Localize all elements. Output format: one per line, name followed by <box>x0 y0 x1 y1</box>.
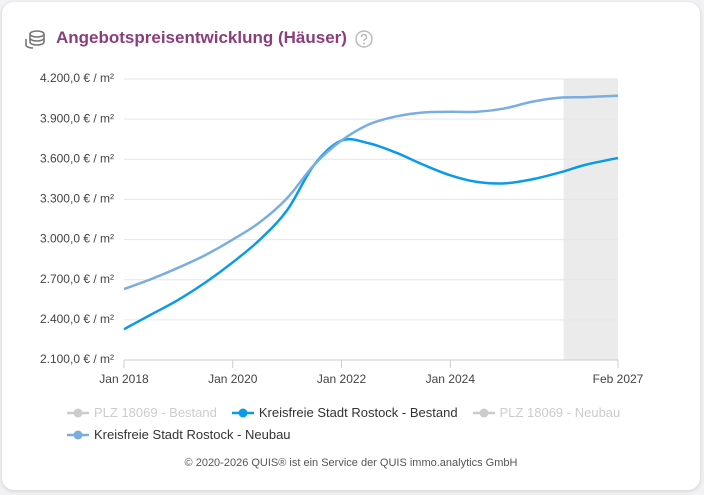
series-line <box>123 94 619 291</box>
legend-item[interactable]: Kreisfreie Stadt Rostock - Bestand <box>231 404 458 421</box>
y-tick-label: 2.700,0 € / m² <box>40 272 114 286</box>
legend: PLZ 18069 - Bestand Kreisfreie Stadt Rost… <box>66 404 666 448</box>
footer: © 2020-2026 QUIS® ist ein Service der QU… <box>184 457 518 469</box>
card: Angebotspreisentwicklung (Häuser) 2.100,… <box>2 2 700 490</box>
y-tick-label: 3.900,0 € / m² <box>40 111 114 125</box>
legend-marker <box>67 430 89 439</box>
forecast-band <box>563 79 618 360</box>
legend-dot <box>479 408 489 417</box>
x-tick-label: Feb 2027 <box>593 372 644 386</box>
coins-icon <box>25 30 45 49</box>
legend-label: Kreisfreie Stadt Rostock - Bestand <box>258 405 458 420</box>
y-tick-label: 3.600,0 € / m² <box>40 151 114 165</box>
y-tick-label: 4.200,0 € / m² <box>40 71 114 85</box>
y-tick-label: 3.000,0 € / m² <box>40 232 114 246</box>
legend-dot <box>73 430 83 439</box>
y-tick-label: 3.300,0 € / m² <box>40 192 114 206</box>
legend-marker <box>472 408 495 417</box>
chart: 2.100,0 € / m² 2.400,0 € / m² 2.700,0 € / … <box>40 71 644 386</box>
series-line <box>123 137 619 331</box>
legend-item[interactable]: Kreisfreie Stadt Rostock - Neubau <box>66 426 291 443</box>
legend-dot <box>73 408 83 417</box>
x-tick-label: Jan 2020 <box>208 372 258 386</box>
legend-marker <box>231 408 254 417</box>
x-tick-label: Jan 2018 <box>99 372 149 386</box>
x-tick-label: Jan 2022 <box>317 372 367 386</box>
legend-label: PLZ 18069 - Bestand <box>94 405 217 420</box>
x-tick-label: Jan 2024 <box>426 372 476 386</box>
y-tick-label: 2.400,0 € / m² <box>40 312 114 326</box>
legend-label: Kreisfreie Stadt Rostock - Neubau <box>94 427 291 442</box>
chart-title: Angebotspreisentwicklung (Häuser) <box>56 28 347 47</box>
legend-item[interactable]: PLZ 18069 - Bestand <box>66 404 217 421</box>
help-icon[interactable] <box>354 29 374 49</box>
y-tick-label: 2.100,0 € / m² <box>40 352 114 366</box>
legend-label: PLZ 18069 - Neubau <box>499 405 621 420</box>
legend-dot <box>238 408 248 417</box>
legend-item[interactable]: PLZ 18069 - Neubau <box>472 404 621 421</box>
legend-marker <box>67 408 89 417</box>
